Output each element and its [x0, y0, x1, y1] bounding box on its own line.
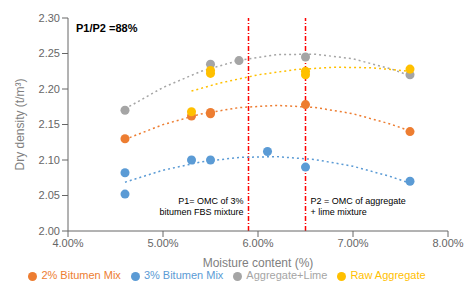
svg-text:7.00%: 7.00%: [337, 237, 368, 249]
html-text:Raw Aggregate: Raw Aggregate: [350, 269, 426, 281]
html-text:P1/P2 =88%: P1/P2 =88%: [76, 22, 138, 34]
svg-text:2.20: 2.20: [39, 83, 60, 95]
svg-text:2.05: 2.05: [39, 189, 60, 201]
svg-text:2.00: 2.00: [39, 225, 60, 237]
svg-text:Dry density (t/m³): Dry density (t/m³): [13, 78, 27, 170]
svg-text:2.15: 2.15: [39, 118, 60, 130]
svg-text:4.00%: 4.00%: [52, 237, 83, 249]
html-text:3% Bitumen Mix: 3% Bitumen Mix: [143, 269, 224, 281]
svg-text:2.30: 2.30: [39, 12, 60, 24]
svg-text:6.00%: 6.00%: [242, 237, 273, 249]
svg-text:Moisture content (%): Moisture content (%): [203, 256, 314, 270]
svg-text:8.00%: 8.00%: [432, 237, 463, 249]
svg-text:P1= OMC of 3%bitumen FBS mixtu: P1= OMC of 3%bitumen FBS mixture: [159, 196, 243, 217]
svg-text:2.10: 2.10: [39, 154, 60, 166]
html-text:Aggregate+Lime: Aggregate+Lime: [246, 269, 328, 281]
svg-text:5.00%: 5.00%: [147, 237, 178, 249]
html-text:2% Bitumen Mix: 2% Bitumen Mix: [41, 269, 121, 281]
svg-text:2.25: 2.25: [39, 47, 60, 59]
svg-text:P2 = OMC of aggregate+ lime mi: P2 = OMC of aggregate+ lime mixture: [311, 196, 406, 217]
